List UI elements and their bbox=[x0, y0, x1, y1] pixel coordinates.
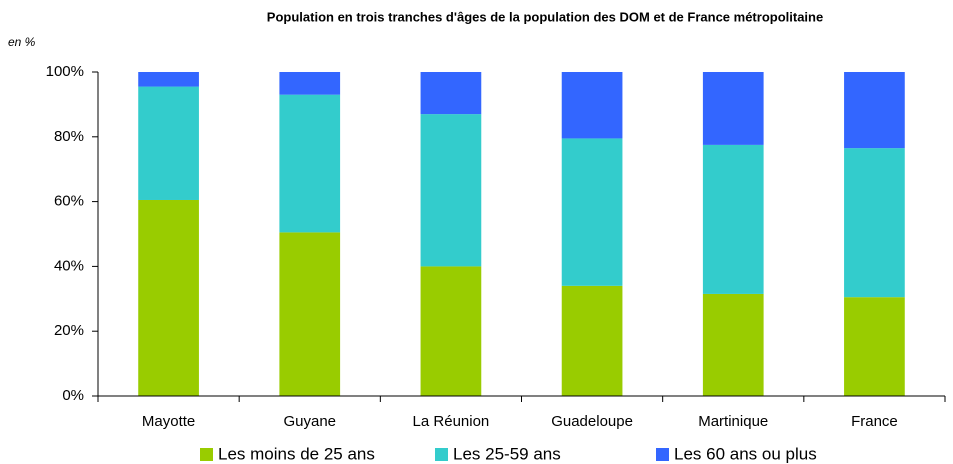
bar-segment bbox=[561, 72, 623, 139]
x-tick-label: Mayotte bbox=[142, 413, 195, 430]
bar-segment bbox=[702, 144, 764, 294]
bar-segment bbox=[702, 72, 764, 145]
y-tick-label: 80% bbox=[54, 128, 84, 145]
y-tick-label: 20% bbox=[54, 322, 84, 339]
bar-segment bbox=[138, 72, 199, 87]
legend-swatch bbox=[435, 448, 448, 461]
x-tick-label: Guyane bbox=[283, 413, 336, 430]
y-axis-label: en % bbox=[8, 35, 36, 49]
bar-segment bbox=[138, 199, 199, 396]
y-tick-label: 0% bbox=[62, 387, 84, 404]
x-tick-label: Guadeloupe bbox=[551, 413, 633, 430]
y-tick-label: 40% bbox=[54, 257, 84, 274]
y-tick-label: 60% bbox=[54, 193, 84, 210]
bar-segment bbox=[844, 72, 905, 149]
legend-swatch bbox=[200, 448, 213, 461]
chart-title: Population en trois tranches d'âges de l… bbox=[267, 9, 823, 24]
bar-segment bbox=[561, 285, 623, 396]
y-tick-label: 100% bbox=[46, 63, 84, 80]
bar-segment bbox=[279, 72, 341, 95]
bar-segment bbox=[138, 86, 199, 200]
bar-segment bbox=[702, 293, 764, 396]
legend-swatch bbox=[656, 448, 669, 461]
legend-label: Les 60 ans ou plus bbox=[674, 444, 817, 463]
bar-segment bbox=[561, 138, 623, 286]
bar-segment bbox=[420, 72, 482, 115]
legend-label: Les moins de 25 ans bbox=[218, 444, 375, 463]
bar-segment bbox=[279, 94, 341, 233]
x-tick-label: France bbox=[851, 413, 898, 430]
bar-segment bbox=[279, 232, 341, 396]
bar-segment bbox=[844, 297, 905, 396]
x-tick-label: La Réunion bbox=[413, 413, 490, 430]
legend-label: Les 25-59 ans bbox=[453, 444, 561, 463]
x-tick-label: Martinique bbox=[698, 413, 768, 430]
bar-segment bbox=[844, 148, 905, 298]
bar-segment bbox=[420, 114, 482, 267]
bar-segment bbox=[420, 266, 482, 396]
